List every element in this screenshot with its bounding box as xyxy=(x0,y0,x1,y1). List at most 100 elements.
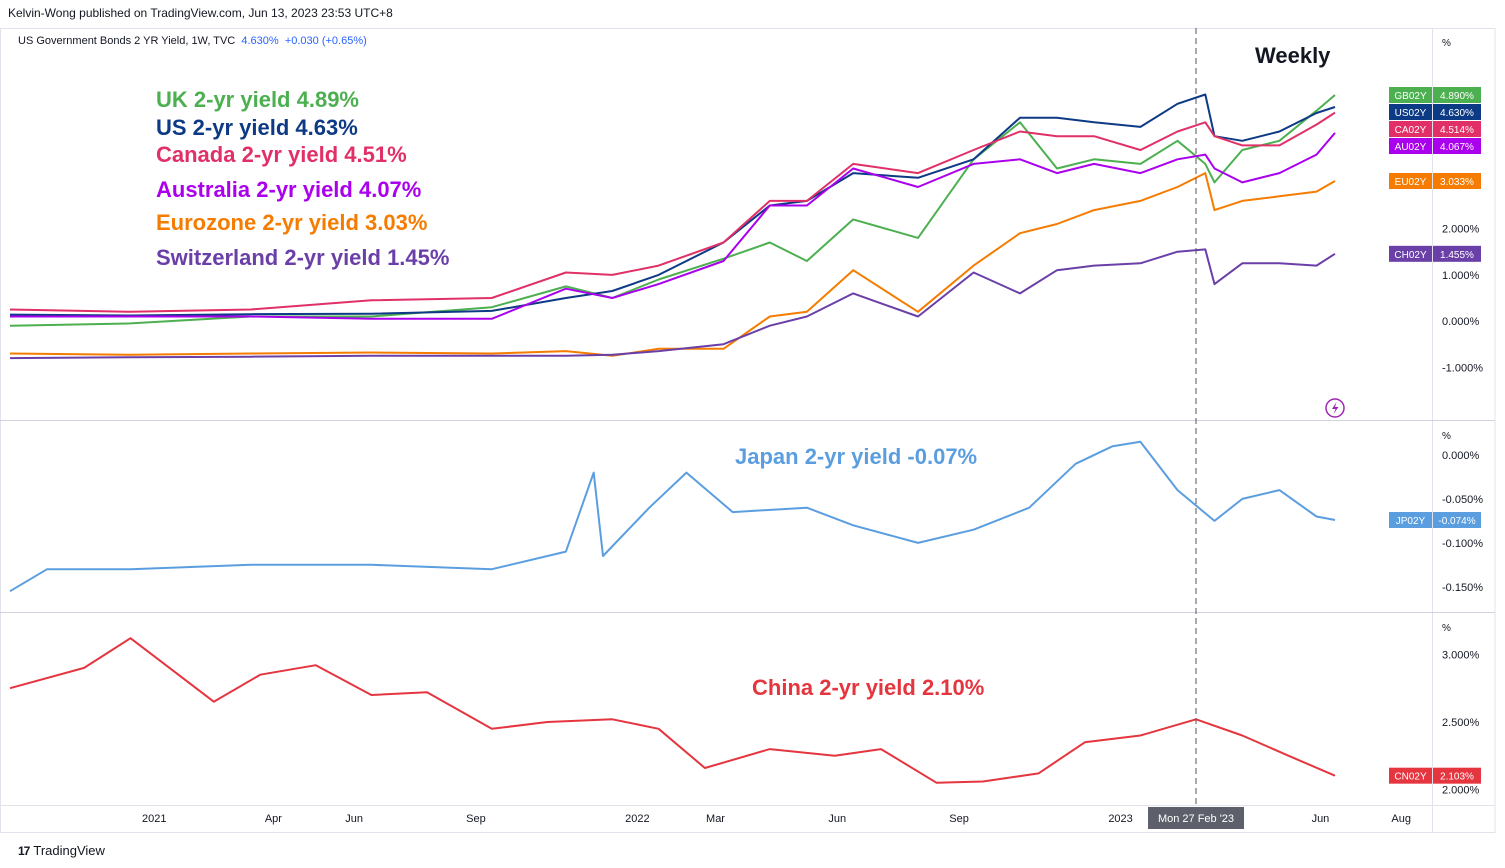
price-badge-eu02y: EU02Y 3.033% xyxy=(1389,173,1481,190)
x-tick-label: Jun xyxy=(828,813,846,825)
price-badge-us02y: US02Y 4.630% xyxy=(1389,104,1481,121)
timeframe-label: Weekly xyxy=(1255,43,1331,68)
tradingview-brand: TradingView xyxy=(33,843,105,858)
x-tick-label: Sep xyxy=(466,813,486,825)
symbol-name: US Government Bonds 2 YR Yield, 1W, TVC xyxy=(18,35,236,47)
annotation-ca02y: Canada 2-yr yield 4.51% xyxy=(156,142,407,167)
x-tick-label: Sep xyxy=(949,813,969,825)
price-badge-ch02y: CH02Y 1.455% xyxy=(1389,245,1481,262)
symbol-tag xyxy=(1389,512,1432,529)
last-value-text: 4.514% xyxy=(1440,125,1474,136)
series-line-au02y xyxy=(10,132,1336,320)
symbol-tag xyxy=(1389,767,1432,784)
y-tick-label: -0.150% xyxy=(1442,582,1483,594)
series-line-gb02y xyxy=(9,94,1336,327)
last-value-tag xyxy=(1433,104,1481,121)
lightning-icon-circle xyxy=(1325,398,1345,418)
annotation-gb02y: UK 2-yr yield 4.89% xyxy=(156,87,359,112)
symbol-tag xyxy=(1389,104,1432,121)
symbol-tag xyxy=(1389,121,1432,138)
symbol-tag-text: CA02Y xyxy=(1395,125,1427,136)
symbol-tag xyxy=(1389,173,1432,190)
annotation-eu02y: Eurozone 2-yr yield 3.03% xyxy=(156,210,427,235)
series-line-cn02y xyxy=(9,637,1336,784)
x-tick-label: Mar xyxy=(706,813,725,825)
crosshair-date-label: Mon 27 Feb '23 xyxy=(1158,813,1234,825)
annotation-us02y: US 2-yr yield 4.63% xyxy=(156,115,358,140)
last-value-tag xyxy=(1433,512,1481,529)
x-tick-label: Aug xyxy=(1391,813,1411,825)
symbol-tag-text: JP02Y xyxy=(1396,516,1426,527)
last-value-text: 3.033% xyxy=(1440,177,1474,188)
last-value-text: 4.890% xyxy=(1440,91,1474,102)
series-line-ch02y xyxy=(9,248,1336,360)
annotation-ch02y: Switzerland 2-yr yield 1.45% xyxy=(156,245,449,270)
pane-2: % 0.000% -0.050% -0.100% -0.150% JP02Y -0.074% xyxy=(9,431,1483,594)
symbol-tag-text: EU02Y xyxy=(1395,177,1427,188)
x-tick-label: 2022 xyxy=(625,813,649,825)
unit-label: % xyxy=(1442,431,1451,442)
price-badge-jp02y: JP02Y -0.074% xyxy=(1389,512,1481,529)
symbol-tag-text: CH02Y xyxy=(1394,250,1427,261)
last-value-text: -0.074% xyxy=(1438,516,1475,527)
y-tick-label: 0.000% xyxy=(1442,450,1480,462)
last-value-tag xyxy=(1433,138,1481,155)
last-value-text: 4.067% xyxy=(1440,142,1474,153)
price-badge-au02y: AU02Y 4.067% xyxy=(1389,138,1481,155)
tradingview-logo-icon: 17 xyxy=(18,843,30,858)
symbol-tag xyxy=(1389,245,1432,262)
unit-label: % xyxy=(1442,623,1451,634)
y-tick-label: -1.000% xyxy=(1442,362,1483,374)
chart-frame xyxy=(0,28,1496,833)
series-line-eu02y xyxy=(9,172,1336,357)
annotation-au02y: Australia 2-yr yield 4.07% xyxy=(156,177,421,202)
x-tick-label: 2023 xyxy=(1108,813,1132,825)
last-value-tag xyxy=(1433,767,1481,784)
publisher-line: Kelvin-Wong published on TradingView.com… xyxy=(8,6,393,20)
unit-label: % xyxy=(1442,38,1451,49)
last-value-tag xyxy=(1433,121,1481,138)
y-tick-label: -0.050% xyxy=(1442,494,1483,506)
y-tick-label: 0.000% xyxy=(1442,316,1480,328)
pane-3: % 3.000% 2.500% 2.000% CN02Y 2.103% xyxy=(9,623,1481,797)
symbol-tag-text: US02Y xyxy=(1395,108,1427,119)
last-value-tag xyxy=(1433,173,1481,190)
lightning-icon xyxy=(1325,398,1345,418)
y-tick-label: 2.500% xyxy=(1442,717,1480,729)
pane-1: % 2.000% 1.000% 0.000% -1.000% GB02Y 4.890% US0… xyxy=(9,38,1483,374)
x-tick-label: 2021 xyxy=(142,813,166,825)
symbol-tag-text: GB02Y xyxy=(1394,91,1427,102)
x-tick-label: Apr xyxy=(265,813,282,825)
annotation-jp02y: Japan 2-yr yield -0.07% xyxy=(735,444,977,469)
last-value-text: 4.630% xyxy=(1440,108,1474,119)
last-value-text: 1.455% xyxy=(1440,250,1474,261)
footer-brand: 17 TradingView xyxy=(18,843,105,858)
symbol-tag-text: AU02Y xyxy=(1395,142,1427,153)
symbol-tag xyxy=(1389,138,1432,155)
price-badge-gb02y: GB02Y 4.890% xyxy=(1389,87,1481,104)
series-line-ca02y xyxy=(9,111,1336,313)
last-value-text: 2.103% xyxy=(1440,772,1474,783)
change-value: +0.030 (+0.65%) xyxy=(284,35,367,47)
price-badge-cn02y: CN02Y 2.103% xyxy=(1389,767,1481,784)
symbol-tag-text: CN02Y xyxy=(1394,772,1427,783)
y-tick-label: 2.000% xyxy=(1442,224,1480,236)
series-line-jp02y xyxy=(9,440,1336,593)
symbol-tag xyxy=(1389,87,1432,104)
y-tick-label: 2.000% xyxy=(1442,785,1480,797)
price-badge-ca02y: CA02Y 4.514% xyxy=(1389,121,1481,138)
last-value-tag xyxy=(1433,245,1481,262)
x-tick-label: Jun xyxy=(1312,813,1330,825)
crosshair-date-badge: Mon 27 Feb '23 xyxy=(1148,807,1245,829)
crosshair-date-bg xyxy=(1148,807,1245,829)
lightning-icon-bolt xyxy=(1332,402,1339,414)
annotation-cn02y: China 2-yr yield 2.10% xyxy=(752,675,984,700)
symbol-legend: US Government Bonds 2 YR Yield, 1W, TVC … xyxy=(18,35,367,47)
y-tick-label: 1.000% xyxy=(1442,270,1480,282)
y-tick-label: -0.100% xyxy=(1442,538,1483,550)
x-tick-label: Jun xyxy=(345,813,363,825)
last-value-tag xyxy=(1433,87,1481,104)
y-tick-label: 3.000% xyxy=(1442,649,1480,661)
last-value: 4.630% xyxy=(241,35,279,47)
